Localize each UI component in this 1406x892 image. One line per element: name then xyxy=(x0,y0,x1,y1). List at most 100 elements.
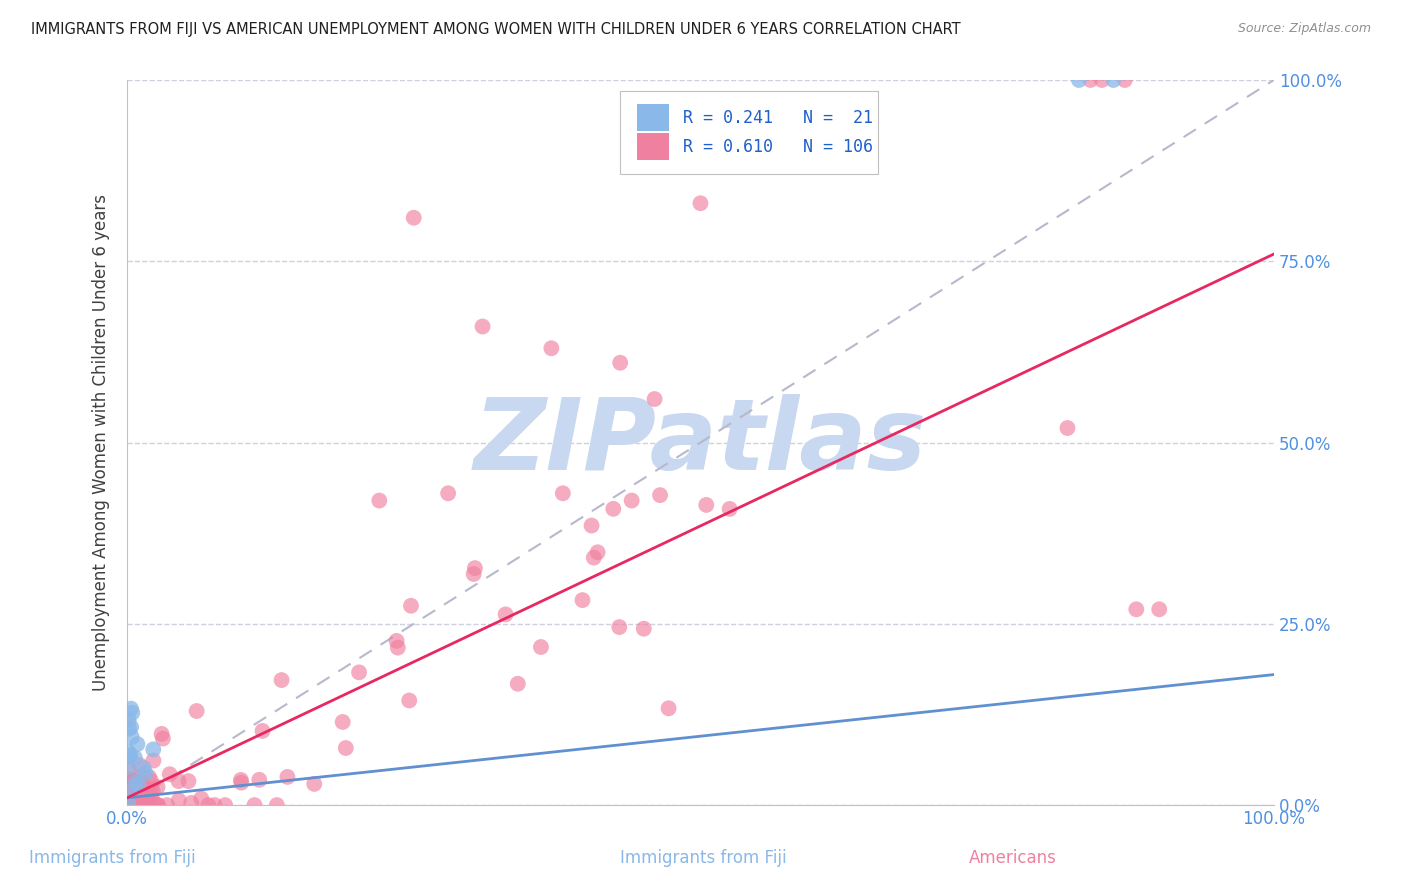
Point xyxy=(120,789,142,804)
Point xyxy=(122,798,145,813)
Point xyxy=(121,706,143,720)
Point xyxy=(117,796,139,810)
Point xyxy=(402,211,425,225)
Point xyxy=(495,607,517,622)
Point xyxy=(136,788,159,802)
Point xyxy=(243,798,266,813)
Point xyxy=(607,620,630,634)
Point xyxy=(214,798,236,813)
Point xyxy=(1125,602,1147,616)
Point xyxy=(276,770,298,784)
Point xyxy=(387,640,409,655)
Point xyxy=(602,501,624,516)
Point xyxy=(118,749,141,764)
Point xyxy=(125,777,148,791)
Point xyxy=(139,773,162,788)
Text: Immigrants from Fiji: Immigrants from Fiji xyxy=(30,849,195,867)
Point xyxy=(125,797,148,812)
Text: R = 0.610   N = 106: R = 0.610 N = 106 xyxy=(683,137,873,156)
Point xyxy=(270,673,292,687)
Point xyxy=(124,788,146,802)
Point xyxy=(146,780,169,794)
Point xyxy=(1102,73,1125,87)
Point xyxy=(385,634,408,648)
Point xyxy=(247,772,270,787)
Point xyxy=(139,784,162,798)
Point xyxy=(121,798,143,813)
Y-axis label: Unemployment Among Women with Children Under 6 years: Unemployment Among Women with Children U… xyxy=(93,194,110,691)
Point xyxy=(1091,73,1114,87)
Point xyxy=(117,798,139,813)
Point xyxy=(128,798,150,813)
Text: R = 0.241   N =  21: R = 0.241 N = 21 xyxy=(683,109,873,127)
Point xyxy=(530,640,553,654)
Point xyxy=(117,794,139,808)
Point xyxy=(122,773,145,788)
Point xyxy=(120,701,142,715)
Point xyxy=(138,770,160,784)
Point xyxy=(180,796,202,810)
Point xyxy=(620,493,643,508)
Text: ZIPatlas: ZIPatlas xyxy=(474,394,927,491)
Point xyxy=(121,798,143,813)
Text: Americans: Americans xyxy=(969,849,1056,867)
Point xyxy=(398,693,420,707)
Point xyxy=(136,798,159,813)
Point xyxy=(540,341,562,355)
Point xyxy=(633,622,655,636)
Point xyxy=(118,722,141,736)
Point xyxy=(117,782,139,797)
Point xyxy=(644,392,666,406)
Point xyxy=(464,561,486,575)
Point xyxy=(120,748,142,763)
Point xyxy=(266,798,288,813)
Point xyxy=(167,793,190,807)
Point xyxy=(134,766,156,780)
Point xyxy=(121,798,143,813)
Point xyxy=(121,773,143,788)
Point xyxy=(368,493,391,508)
Point xyxy=(117,798,139,813)
Point xyxy=(117,745,139,759)
Point xyxy=(437,486,460,500)
Point xyxy=(143,798,166,813)
Point xyxy=(581,518,603,533)
Point xyxy=(689,196,711,211)
Point xyxy=(125,777,148,791)
Point xyxy=(177,774,200,789)
Point xyxy=(127,777,149,791)
Point xyxy=(167,774,190,789)
Point xyxy=(127,737,149,751)
Point xyxy=(146,798,169,813)
Point xyxy=(1067,73,1090,87)
Point xyxy=(252,723,274,738)
Point xyxy=(551,486,574,500)
Point xyxy=(159,767,181,781)
Point xyxy=(120,720,142,734)
Point xyxy=(142,742,165,756)
Point xyxy=(135,789,157,804)
Point xyxy=(1114,73,1136,87)
Point xyxy=(141,789,163,804)
Point xyxy=(399,599,422,613)
Point xyxy=(117,772,139,787)
Point xyxy=(128,758,150,772)
Point xyxy=(132,761,155,775)
FancyBboxPatch shape xyxy=(620,91,879,174)
Point xyxy=(125,774,148,789)
Point xyxy=(150,727,173,741)
Point xyxy=(129,771,152,785)
Point xyxy=(197,798,219,813)
Point xyxy=(121,784,143,798)
Point xyxy=(506,677,529,691)
Text: Immigrants from Fiji: Immigrants from Fiji xyxy=(620,849,786,867)
Point xyxy=(117,713,139,727)
Point xyxy=(146,798,169,813)
Text: Source: ZipAtlas.com: Source: ZipAtlas.com xyxy=(1237,22,1371,36)
Text: IMMIGRANTS FROM FIJI VS AMERICAN UNEMPLOYMENT AMONG WOMEN WITH CHILDREN UNDER 6 : IMMIGRANTS FROM FIJI VS AMERICAN UNEMPLO… xyxy=(31,22,960,37)
FancyBboxPatch shape xyxy=(637,103,669,131)
Point xyxy=(142,784,165,798)
Point xyxy=(332,714,354,729)
Point xyxy=(648,488,671,502)
Point xyxy=(117,798,139,813)
